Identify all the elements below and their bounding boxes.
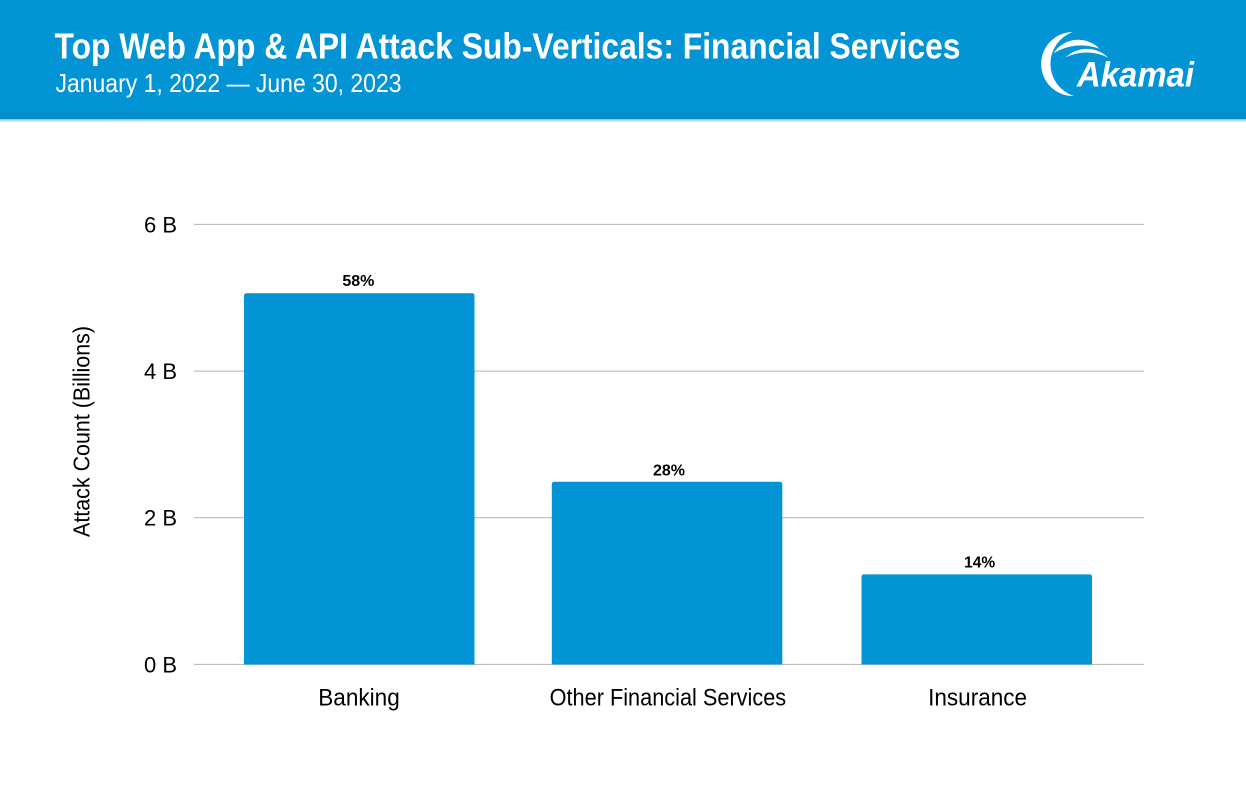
svg-text:Other Financial Services: Other Financial Services [550,684,787,711]
svg-text:28%: 28% [653,462,685,479]
svg-text:0 B: 0 B [144,652,177,677]
svg-text:Akamai: Akamai [1076,56,1195,95]
svg-text:Insurance: Insurance [928,684,1027,711]
svg-text:58%: 58% [342,273,374,290]
svg-text:Top Web App & API Attack Sub-V: Top Web App & API Attack Sub-Verticals: … [55,26,961,67]
svg-text:14%: 14% [964,554,995,571]
svg-text:Attack Count (Billions): Attack Count (Billions) [68,326,94,537]
svg-text:4 B: 4 B [144,359,177,384]
svg-text:2 B: 2 B [144,506,177,531]
svg-text:Banking: Banking [318,684,400,711]
svg-text:6 B: 6 B [144,212,177,237]
svg-text:January 1, 2022 — June 30, 202: January 1, 2022 — June 30, 2023 [56,68,402,98]
